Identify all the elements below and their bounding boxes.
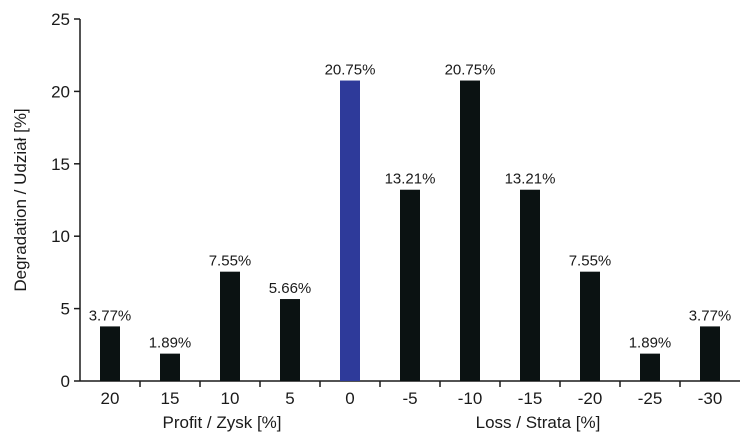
y-tick-label: 25 [51, 10, 70, 29]
x-tick-label: -25 [638, 389, 663, 408]
x-tick-label: -5 [402, 389, 417, 408]
data-label--30: 3.77% [689, 307, 732, 324]
x-tick-label: 15 [161, 389, 180, 408]
y-tick-label: 10 [51, 227, 70, 246]
bar-5 [280, 299, 300, 381]
y-axis-label: Degradation / Udział [%] [11, 108, 30, 291]
x-tick-label: 0 [345, 389, 354, 408]
y-tick-label: 20 [51, 82, 70, 101]
x-ticks: 20 15 10 5 0 -5 -10 -15 -20 -25 -30 [101, 381, 723, 408]
data-label-10: 7.55% [209, 253, 252, 270]
bars [100, 80, 720, 381]
y-tick-label: 5 [61, 300, 70, 319]
x-tick-label: 5 [285, 389, 294, 408]
data-label--10: 20.75% [445, 62, 496, 79]
x-tick-label: 10 [221, 389, 240, 408]
y-tick-label: 15 [51, 155, 70, 174]
x-tick-label: 20 [101, 389, 120, 408]
x-group-label-profit: Profit / Zysk [%] [162, 413, 281, 432]
data-labels: 3.77% 1.89% 7.55% 5.66% 20.75% 13.21% 20.75% 13… [89, 62, 732, 352]
data-label-15: 1.89% [149, 335, 192, 352]
data-label--5: 13.21% [385, 171, 436, 188]
data-label--15: 13.21% [505, 171, 556, 188]
bar--20 [580, 271, 600, 381]
data-label-0: 20.75% [325, 62, 376, 79]
bar--10 [460, 80, 480, 381]
x-tick-label: -10 [458, 389, 483, 408]
bar-10 [220, 271, 240, 381]
x-tick-label: -20 [578, 389, 603, 408]
data-label--20: 7.55% [569, 253, 612, 270]
y-ticks: 0 5 10 15 20 25 [51, 10, 80, 391]
bar--15 [520, 189, 540, 381]
x-tick-label: -30 [698, 389, 723, 408]
bar-0 [340, 80, 360, 381]
bar-20 [100, 326, 120, 381]
bar--5 [400, 189, 420, 381]
x-tick-label: -15 [518, 389, 543, 408]
bar-15 [160, 353, 180, 381]
data-label-20: 3.77% [89, 307, 132, 324]
data-label--25: 1.89% [629, 335, 672, 352]
x-group-label-loss: Loss / Strata [%] [476, 413, 601, 432]
data-label-5: 5.66% [269, 280, 312, 297]
y-tick-label: 0 [61, 372, 70, 391]
bar--25 [640, 353, 660, 381]
bar--30 [700, 326, 720, 381]
